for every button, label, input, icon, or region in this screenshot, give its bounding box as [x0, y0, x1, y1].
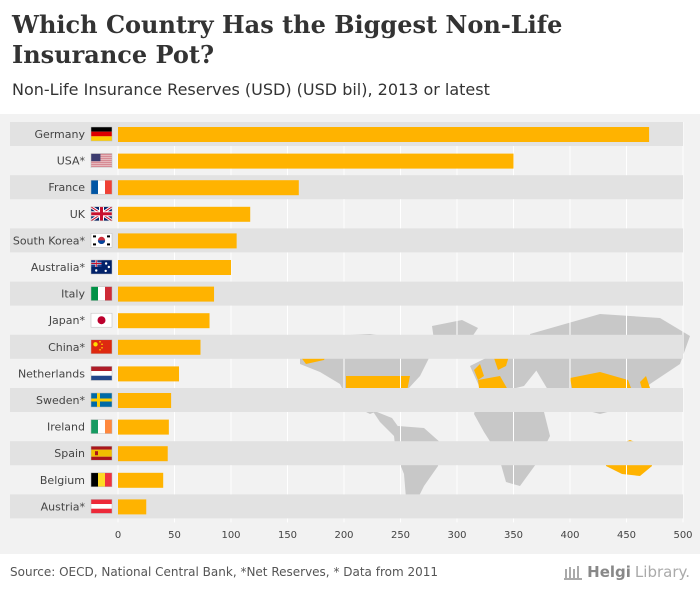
x-axis-ticks: 0 50 100 150 200 250 300 350 400 450 500: [115, 530, 693, 541]
bar-france: [118, 180, 299, 196]
category-label: France: [48, 181, 85, 194]
category-label: Austria*: [41, 500, 86, 513]
x-tick-label: 400: [560, 530, 579, 541]
bar-china: [118, 339, 201, 355]
uk-shape: [474, 364, 484, 380]
category-label: Japan*: [48, 314, 86, 327]
bar-sweden: [118, 393, 172, 408]
bar-austria: [118, 499, 147, 515]
category-label: China*: [48, 341, 85, 354]
x-tick-label: 450: [617, 530, 636, 541]
x-tick-label: 250: [391, 530, 410, 541]
flag-ireland-icon: [90, 419, 113, 434]
flag-italy-icon: [90, 286, 113, 301]
category-label: Spain: [54, 447, 85, 460]
x-tick-label: 0: [115, 530, 121, 541]
bar-chart: Germany USA* France UK South Korea* Australia…: [10, 122, 693, 541]
flag-usa-icon: [90, 153, 113, 168]
x-tick-label: 100: [221, 530, 240, 541]
category-label: UK: [70, 208, 86, 221]
flag-japan-icon: [90, 312, 113, 328]
bar-germany: [118, 127, 650, 142]
chart-title: Which Country Has the Biggest Non-Life I…: [12, 10, 563, 69]
bar-australia: [118, 260, 231, 275]
category-label: Ireland: [47, 421, 85, 434]
flag-germany-icon: [90, 126, 113, 142]
category-label: Australia*: [31, 261, 86, 274]
brand-name-rest: Library.: [634, 563, 690, 581]
flag-south-korea-icon: [90, 233, 113, 248]
flag-france-icon: [90, 179, 113, 195]
library-icon: [564, 566, 583, 580]
bar-ireland: [118, 419, 169, 435]
bar-japan: [118, 313, 210, 329]
flag-china-icon: [90, 339, 113, 355]
x-tick-label: 500: [673, 530, 692, 541]
chart-area: Germany USA* France UK South Korea* Australia…: [0, 114, 700, 554]
category-label: USA*: [57, 155, 86, 168]
bars: [118, 127, 650, 515]
bar-usa: [118, 153, 514, 169]
chart-header: Which Country Has the Biggest Non-Life I…: [0, 0, 700, 114]
central-america-shape: [372, 410, 402, 436]
flag-sweden-icon: [90, 392, 113, 408]
flag-uk-icon: [90, 205, 113, 223]
bar-uk: [118, 206, 251, 222]
x-tick-label: 300: [447, 530, 466, 541]
x-tick-label: 350: [504, 530, 523, 541]
source-note: Source: OECD, National Central Bank, *Ne…: [10, 565, 438, 579]
bar-italy: [118, 286, 215, 302]
south-america-shape: [394, 426, 442, 506]
category-label: Netherlands: [18, 367, 85, 380]
bar-south-korea: [118, 233, 237, 249]
brand-name-bold: Helgi: [587, 563, 631, 581]
flag-austria-icon: [90, 499, 113, 514]
flag-belgium-icon: [90, 472, 113, 488]
category-label: South Korea*: [13, 234, 86, 247]
category-label: Germany: [34, 128, 85, 141]
flag-spain-icon: [90, 445, 113, 461]
bar-netherlands: [118, 366, 180, 382]
chart-footer: Source: OECD, National Central Bank, *Ne…: [0, 554, 700, 596]
category-labels: Germany USA* France UK South Korea* Australia…: [13, 128, 86, 513]
x-tick-label: 50: [168, 530, 181, 541]
x-tick-label: 200: [334, 530, 353, 541]
flags: [90, 126, 113, 514]
flag-australia-icon: [90, 259, 113, 275]
x-tick-label: 150: [278, 530, 297, 541]
flag-netherlands-icon: [90, 366, 113, 381]
category-label: Belgium: [40, 474, 85, 487]
bar-belgium: [118, 472, 164, 488]
chart-subtitle: Non-Life Insurance Reserves (USD) (USD b…: [12, 80, 490, 99]
brand-logo: Helgi Library.: [563, 563, 690, 581]
bar-spain: [118, 446, 168, 462]
category-label: Sweden*: [36, 394, 85, 407]
category-label: Italy: [61, 288, 85, 301]
